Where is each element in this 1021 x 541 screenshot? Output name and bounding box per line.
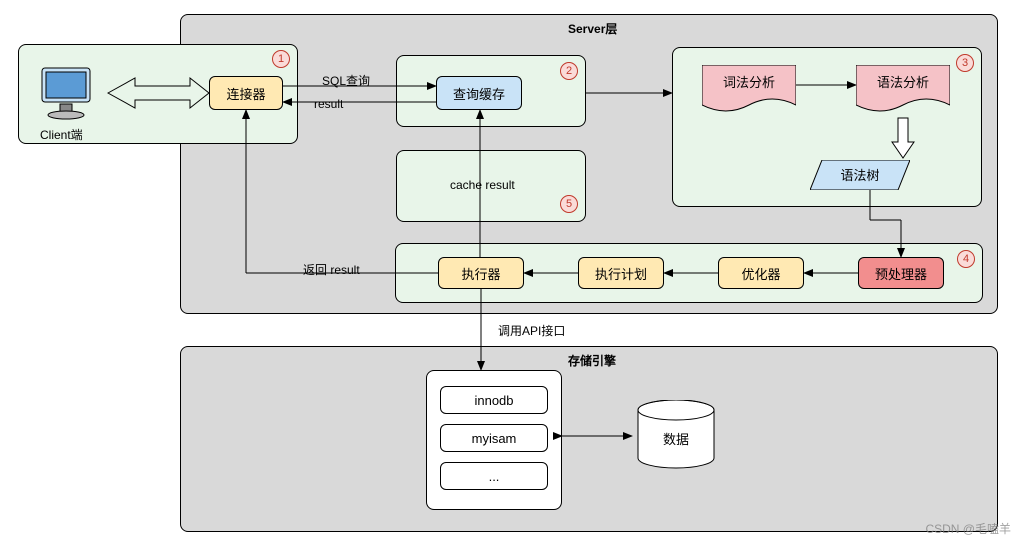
ellipsis-node: ...	[440, 462, 548, 490]
client-label: Client端	[40, 126, 83, 143]
svg-text:数据: 数据	[663, 432, 689, 447]
connector-node: 连接器	[209, 76, 283, 110]
database-node: 数据	[636, 400, 716, 472]
cache-result-label: cache result	[450, 178, 515, 192]
storage-label: 存储引擎	[568, 352, 616, 369]
parser-node: 语法分析	[856, 65, 950, 113]
lexer-node: 词法分析	[702, 65, 796, 113]
myisam-node: myisam	[440, 424, 548, 452]
innodb-node: innodb	[440, 386, 548, 414]
num-4: 4	[957, 250, 975, 268]
storage-container	[180, 346, 998, 532]
num-2: 2	[560, 62, 578, 80]
server-label: Server层	[568, 20, 617, 37]
num-5: 5	[560, 195, 578, 213]
watermark: CSDN @毛嗑羊	[925, 520, 1011, 537]
edge-sql: SQL查询	[322, 72, 370, 89]
svg-text:语法分析: 语法分析	[877, 75, 929, 90]
optimizer-node: 优化器	[718, 257, 804, 289]
edge-result: result	[314, 97, 343, 111]
cache-node: 查询缓存	[436, 76, 522, 110]
svg-text:语法树: 语法树	[840, 168, 879, 183]
num-1: 1	[272, 50, 290, 68]
executor-node: 执行器	[438, 257, 524, 289]
edge-api: 调用API接口	[498, 322, 565, 339]
plan-node: 执行计划	[578, 257, 664, 289]
preprocessor-node: 预处理器	[858, 257, 944, 289]
svg-text:词法分析: 词法分析	[723, 75, 775, 90]
computer-icon	[36, 62, 106, 122]
edge-return: 返回 result	[303, 261, 360, 278]
syntax-tree-node: 语法树	[810, 160, 910, 190]
num-3: 3	[956, 54, 974, 72]
